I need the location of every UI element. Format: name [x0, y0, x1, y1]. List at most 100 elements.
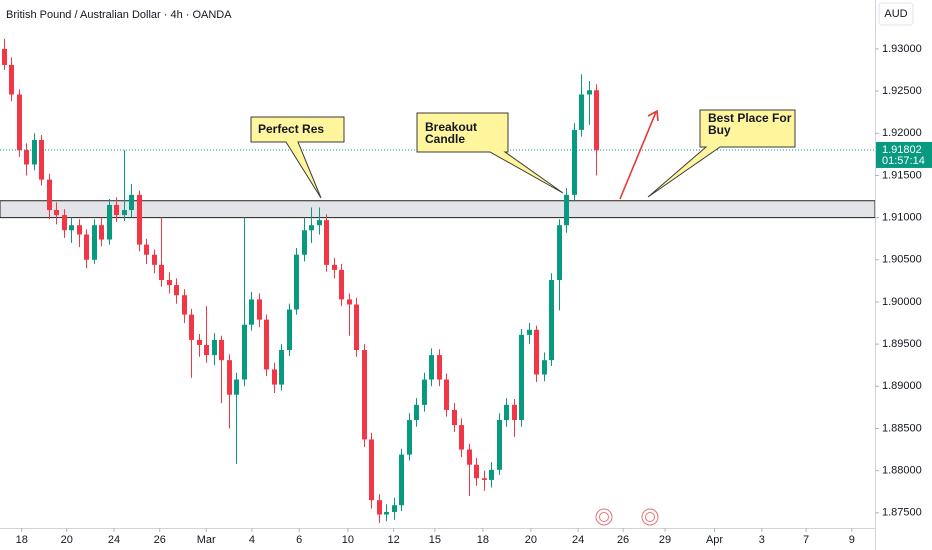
x-tick-label: 9	[849, 534, 855, 546]
candle-body	[527, 329, 532, 335]
y-tick-label: 1.92500	[882, 85, 922, 97]
y-tick-label: 1.89000	[882, 380, 922, 392]
annotation-text: Perfect Res	[258, 122, 324, 136]
candle-body	[9, 64, 14, 95]
candle-body	[62, 215, 67, 231]
y-tick-label: 1.90500	[882, 254, 922, 266]
callout-shape	[250, 116, 345, 199]
plot-area	[0, 38, 876, 523]
candle-body	[444, 379, 449, 410]
y-tick-label: 1.88500	[882, 422, 922, 434]
candle-body	[137, 194, 142, 245]
candle-body	[159, 264, 164, 281]
candle-body	[272, 369, 277, 385]
up-arrow	[619, 109, 659, 200]
candle-body	[467, 449, 472, 465]
y-tick-label: 1.93000	[882, 43, 922, 55]
candle-body	[84, 234, 89, 260]
candle-body	[144, 244, 149, 255]
x-tick-label: 7	[803, 534, 809, 546]
candle-body	[32, 140, 37, 165]
event-icon-inner	[645, 512, 655, 522]
currency-box[interactable]	[878, 2, 914, 26]
y-tick-label: 1.90000	[882, 296, 922, 308]
candle-body	[197, 339, 202, 345]
event-icon[interactable]	[595, 508, 613, 526]
candle-body	[347, 299, 352, 305]
candle-body	[579, 94, 584, 130]
candle-body	[512, 404, 517, 421]
candle-body	[122, 210, 127, 216]
candle-body	[212, 339, 217, 356]
x-tick-label: 18	[477, 534, 489, 546]
candle-body	[204, 344, 209, 356]
x-tick-label: 20	[61, 534, 73, 546]
x-tick-label: 3	[759, 534, 765, 546]
candle-body	[24, 150, 29, 165]
x-tick-label: Mar	[197, 534, 216, 546]
candle-body	[339, 269, 344, 300]
x-tick-label: 6	[296, 534, 302, 546]
candle-body	[414, 404, 419, 421]
y-tick-label: 1.92000	[882, 127, 922, 139]
candle-body	[594, 90, 599, 151]
x-tick-label: 24	[108, 534, 120, 546]
x-tick-label: 4	[249, 534, 255, 546]
y-tick-label: 1.89500	[882, 338, 922, 350]
candle-body	[249, 299, 254, 325]
candle-body	[174, 285, 179, 296]
candle-body	[474, 464, 479, 479]
candle-body	[227, 360, 232, 395]
x-tick-label: 26	[154, 534, 166, 546]
callout-shape	[416, 112, 564, 194]
candle-body	[129, 194, 134, 211]
candle-body	[564, 194, 569, 226]
candle-body	[407, 420, 412, 455]
candle-body	[287, 309, 292, 351]
candle-body	[392, 505, 397, 512]
candle-body	[152, 254, 157, 265]
last-price-box	[876, 141, 932, 168]
candle-body	[534, 329, 539, 375]
candle-body	[549, 280, 554, 361]
y-tick-label: 1.88000	[882, 465, 922, 477]
annotation-text: Candle	[425, 132, 465, 146]
event-icons	[595, 508, 659, 526]
candle-body	[309, 225, 314, 231]
candle-body	[47, 179, 52, 211]
x-tick-label: Apr	[706, 534, 723, 546]
annotation-text: Buy	[708, 123, 731, 137]
callout-shape	[647, 109, 796, 198]
candle-body	[504, 404, 509, 421]
candle-body	[77, 225, 82, 235]
candle-body	[377, 500, 382, 515]
candle-body	[572, 129, 577, 195]
candle-body	[92, 225, 97, 260]
y-tick-label: 1.91000	[882, 212, 922, 224]
candle-body	[242, 324, 247, 380]
callout-perfect-res: Perfect Res	[250, 116, 345, 199]
candle-body	[437, 355, 442, 380]
candle-body	[279, 350, 284, 385]
countdown-label: 01:57:14	[882, 155, 925, 167]
candle-body	[107, 204, 112, 240]
currency-label[interactable]: AUD	[884, 8, 907, 20]
annotation-text: Breakout	[425, 120, 477, 134]
candle-body	[557, 225, 562, 281]
candle-body	[114, 204, 119, 216]
candle-body	[182, 295, 187, 315]
candle-body	[399, 454, 404, 506]
candle-body	[69, 225, 74, 231]
candle-body	[519, 334, 524, 421]
candle-body	[167, 280, 172, 286]
x-tick-label: 29	[659, 534, 671, 546]
event-icon[interactable]	[641, 508, 659, 526]
y-tick-label: 1.91500	[882, 169, 922, 181]
candle-body	[489, 469, 494, 480]
annotation-text: Best Place For	[708, 111, 792, 125]
candle-body	[587, 90, 592, 95]
